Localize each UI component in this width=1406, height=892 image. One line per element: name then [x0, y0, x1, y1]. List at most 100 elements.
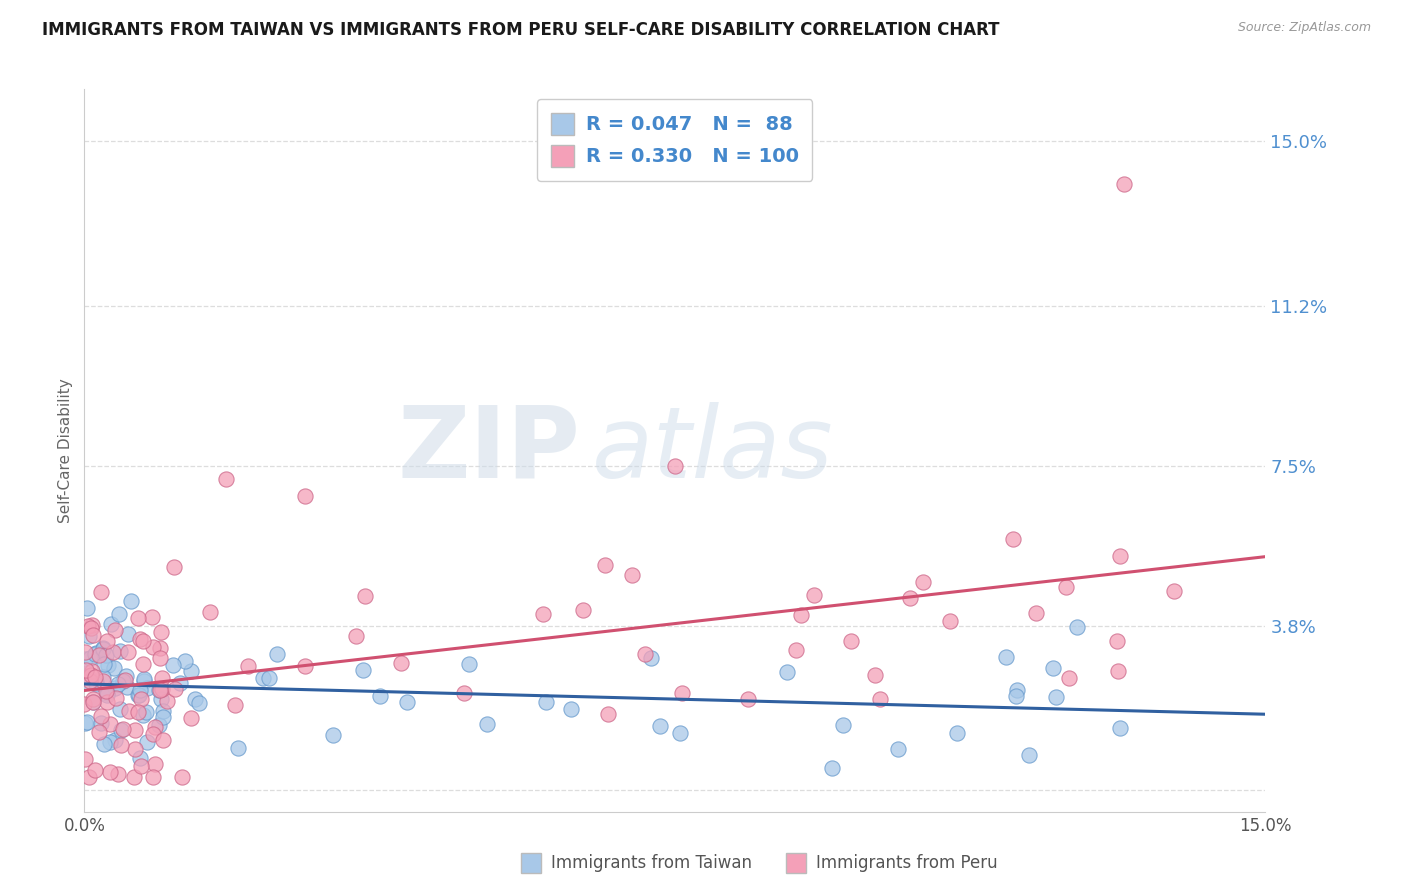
Point	[104, 733, 127, 747]
Point	[737, 691, 759, 706]
Point	[117, 627, 139, 641]
Point	[252, 671, 274, 685]
Point	[148, 683, 170, 698]
Point	[163, 681, 186, 696]
Point	[82, 695, 104, 709]
Point	[294, 658, 316, 673]
Point	[832, 718, 855, 732]
Point	[90, 585, 112, 599]
Point	[111, 722, 134, 736]
Y-axis label: Self-Care Disability: Self-Care Disability	[58, 378, 73, 523]
Point	[110, 723, 132, 737]
Point	[149, 625, 172, 640]
Point	[148, 718, 170, 732]
Point	[257, 671, 280, 685]
Point	[1042, 661, 1064, 675]
Point	[77, 670, 100, 684]
Point	[152, 671, 174, 685]
Point	[127, 705, 149, 719]
Point	[110, 738, 132, 752]
Legend: Immigrants from Taiwan, Immigrants from Peru: Immigrants from Taiwan, Immigrants from …	[515, 847, 1004, 880]
Point	[84, 763, 107, 777]
Point	[344, 629, 367, 643]
Text: atlas: atlas	[592, 402, 834, 499]
Point	[457, 657, 479, 672]
Point	[598, 706, 620, 721]
Point	[994, 649, 1017, 664]
Point	[593, 558, 616, 573]
Point	[839, 634, 862, 648]
Point	[776, 665, 799, 679]
Point	[107, 677, 129, 691]
Point	[1107, 665, 1129, 679]
Point	[149, 682, 172, 697]
Text: ZIP: ZIP	[398, 402, 581, 499]
Point	[132, 673, 155, 687]
Point	[104, 690, 127, 705]
Point	[82, 691, 104, 706]
Point	[389, 656, 412, 670]
Point	[322, 728, 344, 742]
Point	[475, 717, 498, 731]
Point	[534, 695, 557, 709]
Point	[886, 742, 908, 756]
Point	[621, 567, 644, 582]
Point	[91, 640, 114, 655]
Point	[75, 668, 97, 682]
Point	[79, 650, 101, 665]
Point	[1004, 689, 1026, 703]
Point	[152, 710, 174, 724]
Point	[226, 740, 249, 755]
Point	[94, 648, 117, 662]
Point	[84, 670, 107, 684]
Point	[77, 770, 100, 784]
Point	[785, 643, 807, 657]
Point	[91, 670, 114, 684]
Point	[131, 691, 153, 706]
Point	[170, 770, 193, 784]
Point	[266, 648, 288, 662]
Point	[93, 737, 115, 751]
Text: IMMIGRANTS FROM TAIWAN VS IMMIGRANTS FROM PERU SELF-CARE DISABILITY CORRELATION : IMMIGRANTS FROM TAIWAN VS IMMIGRANTS FRO…	[42, 21, 1000, 38]
Point	[183, 691, 205, 706]
Point	[91, 673, 114, 688]
Point	[141, 609, 163, 624]
Point	[98, 765, 121, 780]
Point	[1057, 671, 1080, 685]
Point	[1112, 178, 1135, 192]
Point	[96, 634, 118, 648]
Point	[80, 664, 103, 678]
Point	[1163, 584, 1185, 599]
Point	[80, 621, 103, 635]
Point	[108, 702, 131, 716]
Point	[79, 674, 101, 689]
Point	[1054, 581, 1077, 595]
Point	[98, 717, 121, 731]
Point	[143, 756, 166, 771]
Point	[107, 607, 129, 621]
Point	[107, 767, 129, 781]
Point	[103, 661, 125, 675]
Point	[946, 725, 969, 739]
Point	[821, 761, 844, 775]
Point	[96, 689, 118, 703]
Point	[80, 618, 103, 632]
Point	[82, 695, 104, 709]
Point	[127, 610, 149, 624]
Point	[368, 689, 391, 703]
Point	[98, 734, 121, 748]
Point	[912, 575, 935, 590]
Point	[143, 720, 166, 734]
Point	[114, 669, 136, 683]
Point	[84, 675, 107, 690]
Point	[560, 702, 582, 716]
Point	[110, 644, 132, 658]
Point	[353, 589, 375, 603]
Point	[1109, 722, 1132, 736]
Point	[90, 709, 112, 723]
Point	[136, 681, 159, 695]
Point	[132, 634, 155, 648]
Point	[650, 719, 672, 733]
Point	[939, 614, 962, 628]
Point	[634, 647, 657, 661]
